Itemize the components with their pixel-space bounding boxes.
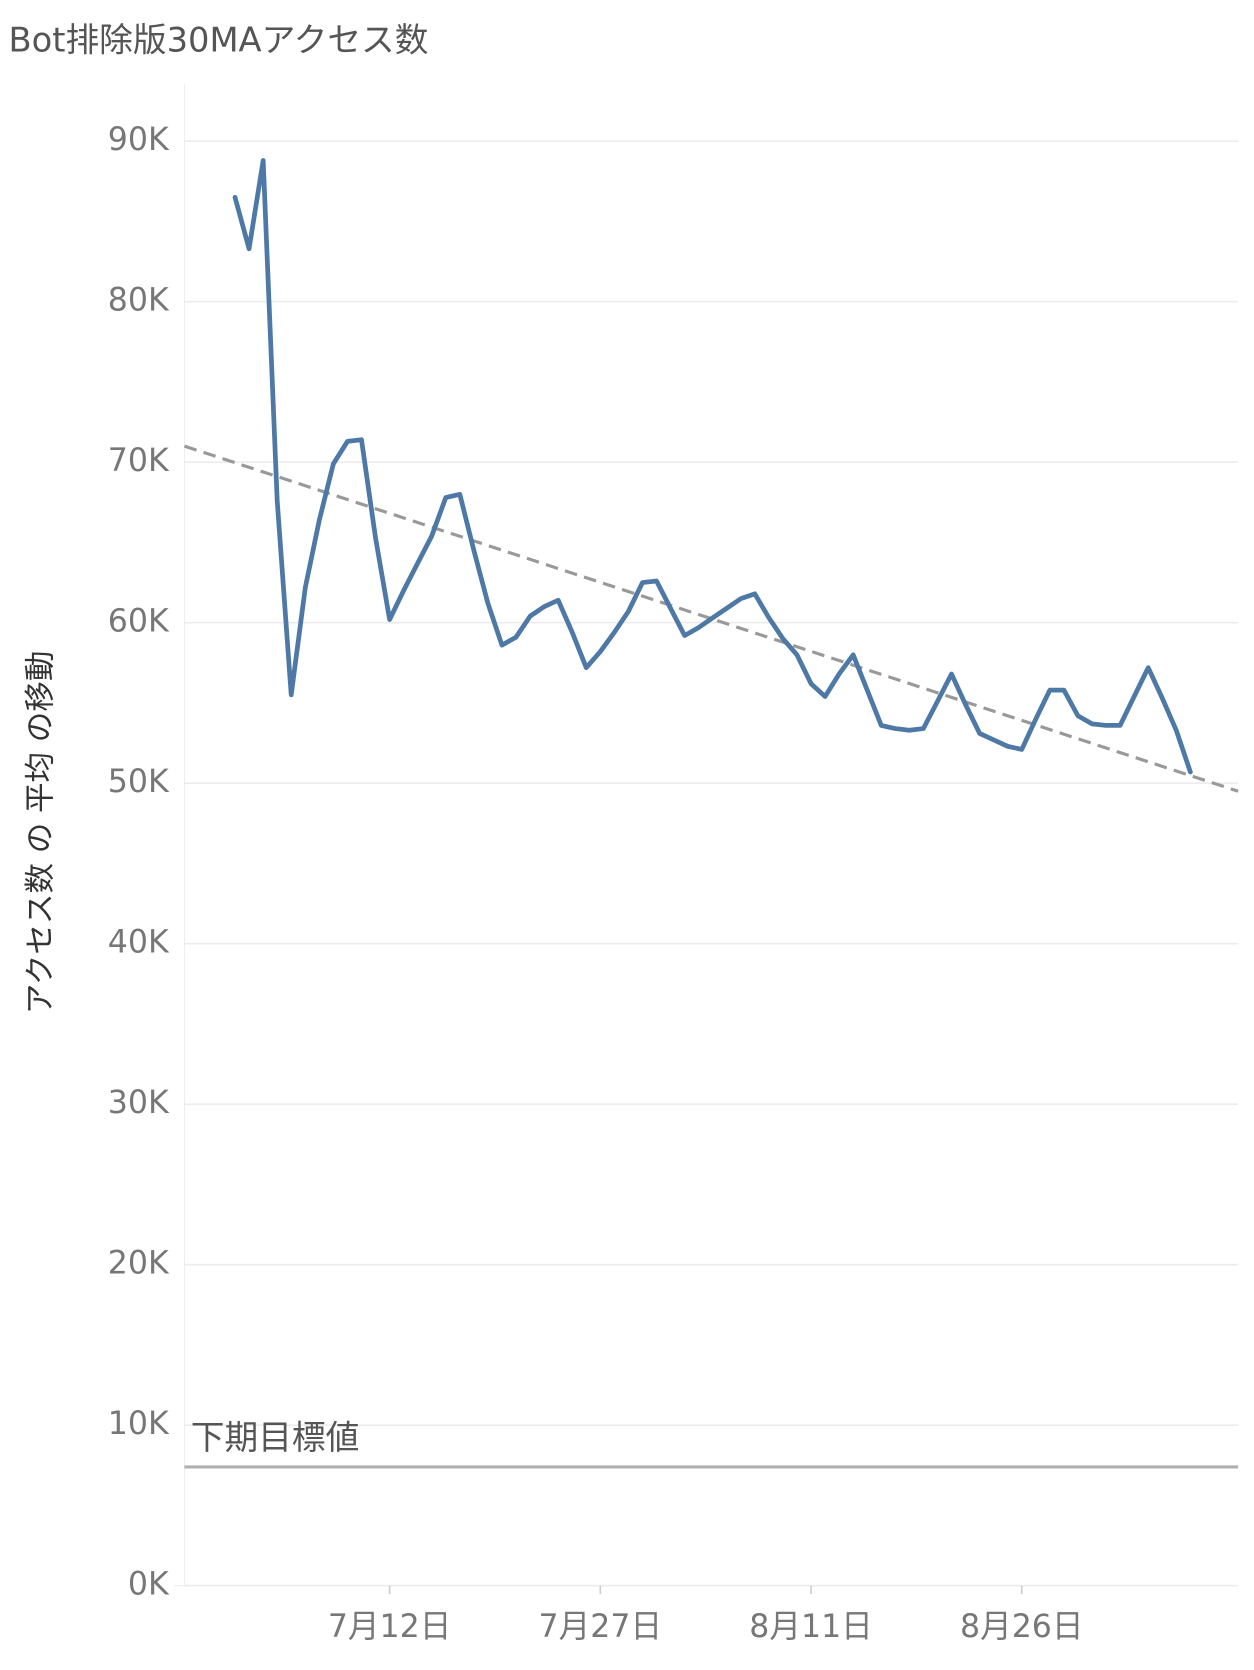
x-tick-label: 8月11日 xyxy=(749,1609,873,1645)
y-tick-label: 70K xyxy=(108,443,170,479)
chart-title: Bot排除版30MAアクセス数 xyxy=(9,21,429,60)
x-tick-label: 7月12日 xyxy=(328,1609,452,1645)
y-tick-label: 80K xyxy=(108,283,170,319)
y-tick-label: 60K xyxy=(108,604,170,640)
y-tick-label: 10K xyxy=(108,1406,170,1442)
y-axis-title: アクセス数 の 平均 の移動 xyxy=(24,651,59,1015)
y-tick-label: 20K xyxy=(108,1246,170,1282)
data-line xyxy=(232,158,1193,775)
y-tick-label: 90K xyxy=(108,122,170,158)
y-tick-label: 0K xyxy=(128,1567,170,1603)
y-tick-label: 50K xyxy=(108,764,170,800)
x-tick-label: 7月27日 xyxy=(539,1609,662,1645)
reference-label: 下期目標値 xyxy=(191,1418,360,1457)
y-tick-label: 40K xyxy=(108,925,170,961)
y-tick-label: 30K xyxy=(108,1085,170,1121)
trend-line xyxy=(183,444,1239,793)
x-tick-label: 8月26日 xyxy=(960,1609,1083,1645)
